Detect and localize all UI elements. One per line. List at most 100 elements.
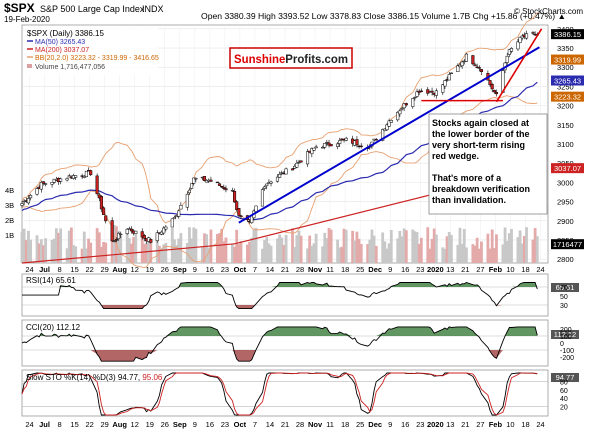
candle-body xyxy=(102,207,106,215)
volume-bar xyxy=(293,247,297,263)
volume-bar xyxy=(155,235,159,263)
x-axis-label: 19 xyxy=(146,420,154,429)
price-tick-label: 2800 xyxy=(557,255,574,264)
x-axis-label: 8 xyxy=(57,420,61,429)
x-axis-label: 24 xyxy=(536,420,544,429)
candle-body xyxy=(239,215,243,217)
x-axis-label: Oct xyxy=(234,420,247,429)
volume-bar xyxy=(233,246,236,263)
candle-body xyxy=(505,55,509,63)
x-axis-label: 10 xyxy=(506,420,514,429)
x-axis-label: 11 xyxy=(326,420,334,429)
candle-body xyxy=(170,218,174,228)
volume-bar xyxy=(415,232,419,263)
volume-bar xyxy=(477,248,481,263)
osc-tick-label: 30 xyxy=(560,303,568,310)
volume-bar xyxy=(503,227,507,263)
candle-body xyxy=(338,140,342,144)
watermark-logo: SunshineProfits.com xyxy=(229,47,353,69)
candle-body xyxy=(305,151,310,165)
volume-bar xyxy=(535,236,539,263)
volume-bar xyxy=(215,234,219,263)
osc-line xyxy=(22,282,538,310)
candle-body xyxy=(192,177,196,184)
x-axis-label: 21 xyxy=(281,420,289,429)
x-axis-label: 27 xyxy=(476,265,484,274)
osc-tick-label: 40 xyxy=(560,396,568,403)
volume-bar xyxy=(282,244,286,263)
candle-body xyxy=(52,178,56,183)
volume-bar xyxy=(525,227,528,263)
volume-bar xyxy=(39,239,43,263)
volume-bar xyxy=(447,232,451,263)
price-tag-label: 3223.32 xyxy=(554,92,581,101)
price-tick-label: 3300 xyxy=(557,63,574,72)
candle-body xyxy=(473,64,477,67)
x-axis-label: 28 xyxy=(296,265,304,274)
candle-body xyxy=(344,137,348,141)
volume-bar xyxy=(383,241,387,263)
volume-bar xyxy=(205,234,209,263)
volume-bar xyxy=(117,230,121,263)
x-axis-label: 23 xyxy=(221,420,229,429)
candle-body xyxy=(295,162,299,168)
volume-bar xyxy=(134,234,138,263)
candle-body xyxy=(149,239,153,243)
volume-bar xyxy=(280,237,284,263)
chart-symbol: $SPX xyxy=(4,1,35,15)
volume-bar xyxy=(158,245,161,263)
volume-bar xyxy=(417,243,421,263)
candle-body xyxy=(95,175,99,195)
volume-bar xyxy=(140,237,144,263)
candle-body xyxy=(26,198,30,204)
candle-body xyxy=(518,36,522,43)
volume-bar xyxy=(29,239,32,263)
volume-bar xyxy=(327,228,331,263)
price-tag-label: 1716477 xyxy=(553,240,582,249)
volume-bar xyxy=(269,245,273,263)
candle-body xyxy=(140,231,144,238)
volume-bar xyxy=(445,236,449,263)
candle-body xyxy=(490,84,494,90)
x-axis-label: 2020 xyxy=(427,265,444,274)
candle-body xyxy=(254,205,258,212)
volume-bar xyxy=(306,248,309,263)
x-axis-label: 16 xyxy=(206,420,214,429)
x-axis-label: 26 xyxy=(161,420,169,429)
legend-price: $SPX (Daily) 3386.15 xyxy=(27,29,104,38)
legend-ma200: MA(200) 3037.07 xyxy=(35,47,89,54)
osc-tick-label: 50 xyxy=(560,294,568,301)
copyright: © StockCharts.com xyxy=(514,7,583,16)
volume-bar xyxy=(351,230,355,263)
price-tag-label: 3319.99 xyxy=(554,55,581,64)
candle-body xyxy=(516,41,520,50)
volume-bar xyxy=(462,229,466,263)
candle-body xyxy=(89,170,93,176)
candle-body xyxy=(50,182,54,185)
volume-bar xyxy=(510,229,513,263)
volume-bar xyxy=(44,238,48,263)
volume-bar xyxy=(492,247,496,263)
volume-bar xyxy=(185,242,189,263)
volume-bar xyxy=(82,231,86,263)
candle-body xyxy=(74,175,78,178)
candle-body xyxy=(194,178,198,180)
x-axis-label: Dec xyxy=(368,420,382,429)
candle-body xyxy=(402,103,406,109)
legend-volume: Volume 1,716,477,056 xyxy=(35,64,105,71)
candle-body xyxy=(39,182,43,190)
price-tag-label: 3386.15 xyxy=(554,30,581,39)
osc-tick-label: 0 xyxy=(560,341,564,348)
x-axis-label: 27 xyxy=(476,420,484,429)
osc-tick-label: 80 xyxy=(560,379,568,386)
price-tag-box xyxy=(551,54,584,65)
osc-fill-upper xyxy=(22,282,538,287)
volume-bar xyxy=(37,243,41,263)
volume-bar xyxy=(340,246,344,263)
volume-bar xyxy=(261,248,264,263)
volume-bar xyxy=(252,229,256,263)
candle-body xyxy=(449,72,453,75)
sto-tag: 94.77 xyxy=(556,373,575,382)
sto-panel: Slow STO %K(14) %D(3) 94.77, 95.06 94.77… xyxy=(21,369,579,429)
volume-bar xyxy=(177,238,181,263)
